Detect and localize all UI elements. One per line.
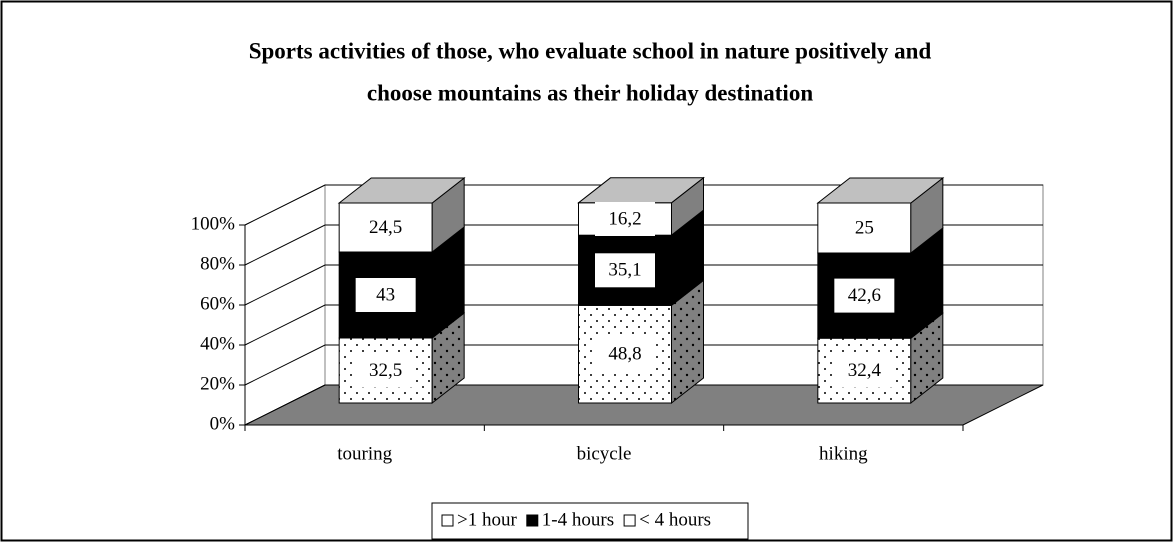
grid-line [244, 184, 1043, 226]
data-label-box [595, 202, 655, 236]
data-label: 42,6 [848, 285, 881, 306]
data-label: 24,5 [369, 217, 402, 238]
grid-line [244, 344, 1043, 386]
data-label: 25 [855, 217, 874, 238]
data-label: 16,2 [608, 208, 641, 229]
grid-line [244, 264, 1043, 306]
side-wall [244, 184, 326, 426]
data-label: 48,8 [608, 344, 641, 365]
x-tick-label: bicycle [577, 443, 632, 464]
legend-swatch [623, 514, 636, 527]
legend-box [431, 502, 749, 540]
data-label-box [355, 353, 416, 388]
chart-title: choose mountains as their holiday destin… [367, 80, 813, 105]
data-label: 43 [376, 284, 395, 305]
data-label-box [834, 278, 895, 313]
data-label-box [355, 210, 416, 245]
data-label: 32,4 [848, 360, 882, 381]
bar-top [816, 177, 945, 204]
legend-swatch [526, 514, 539, 527]
chart-title: Sports activities of those, who evaluate… [249, 38, 932, 63]
y-tick-label: 80% [200, 253, 235, 274]
data-label: 32,5 [369, 360, 402, 381]
legend-swatch [441, 514, 454, 527]
legend-label: < 4 hours [639, 509, 711, 530]
legend-label: >1 hour [457, 509, 517, 530]
y-tick-label: 40% [200, 333, 235, 354]
data-label-box [834, 211, 895, 245]
legend-label: 1-4 hours [542, 509, 614, 530]
x-tick-label: hiking [819, 443, 868, 464]
data-label-box [355, 278, 416, 312]
y-tick-label: 100% [191, 213, 236, 234]
data-label-box [595, 253, 655, 288]
y-tick-label: 0% [210, 413, 236, 434]
grid-line [244, 224, 1043, 266]
bar-top [337, 177, 466, 204]
grid-line [244, 384, 1043, 426]
y-tick-label: 20% [200, 373, 235, 394]
x-tick-label: touring [337, 443, 392, 464]
y-tick-label: 60% [200, 293, 235, 314]
grid-line [244, 304, 1043, 346]
data-label: 35,1 [608, 260, 641, 281]
data-label-box [595, 337, 655, 372]
data-label-box [834, 353, 895, 388]
